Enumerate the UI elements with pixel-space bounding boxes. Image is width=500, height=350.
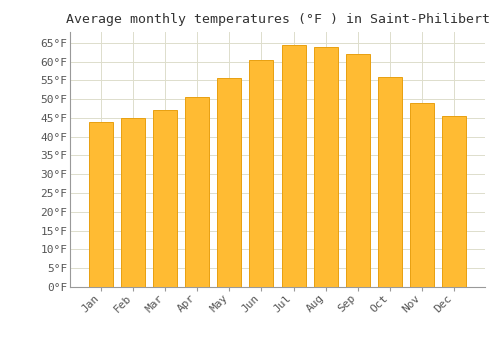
Bar: [89, 122, 113, 287]
Bar: [410, 103, 434, 287]
Bar: [218, 78, 242, 287]
Bar: [185, 97, 210, 287]
Bar: [346, 54, 370, 287]
Bar: [282, 45, 306, 287]
Bar: [442, 116, 466, 287]
Bar: [250, 60, 274, 287]
Bar: [314, 47, 338, 287]
Bar: [121, 118, 145, 287]
Title: Average monthly temperatures (°F ) in Saint-Philibert: Average monthly temperatures (°F ) in Sa…: [66, 13, 490, 26]
Bar: [153, 110, 177, 287]
Bar: [378, 77, 402, 287]
